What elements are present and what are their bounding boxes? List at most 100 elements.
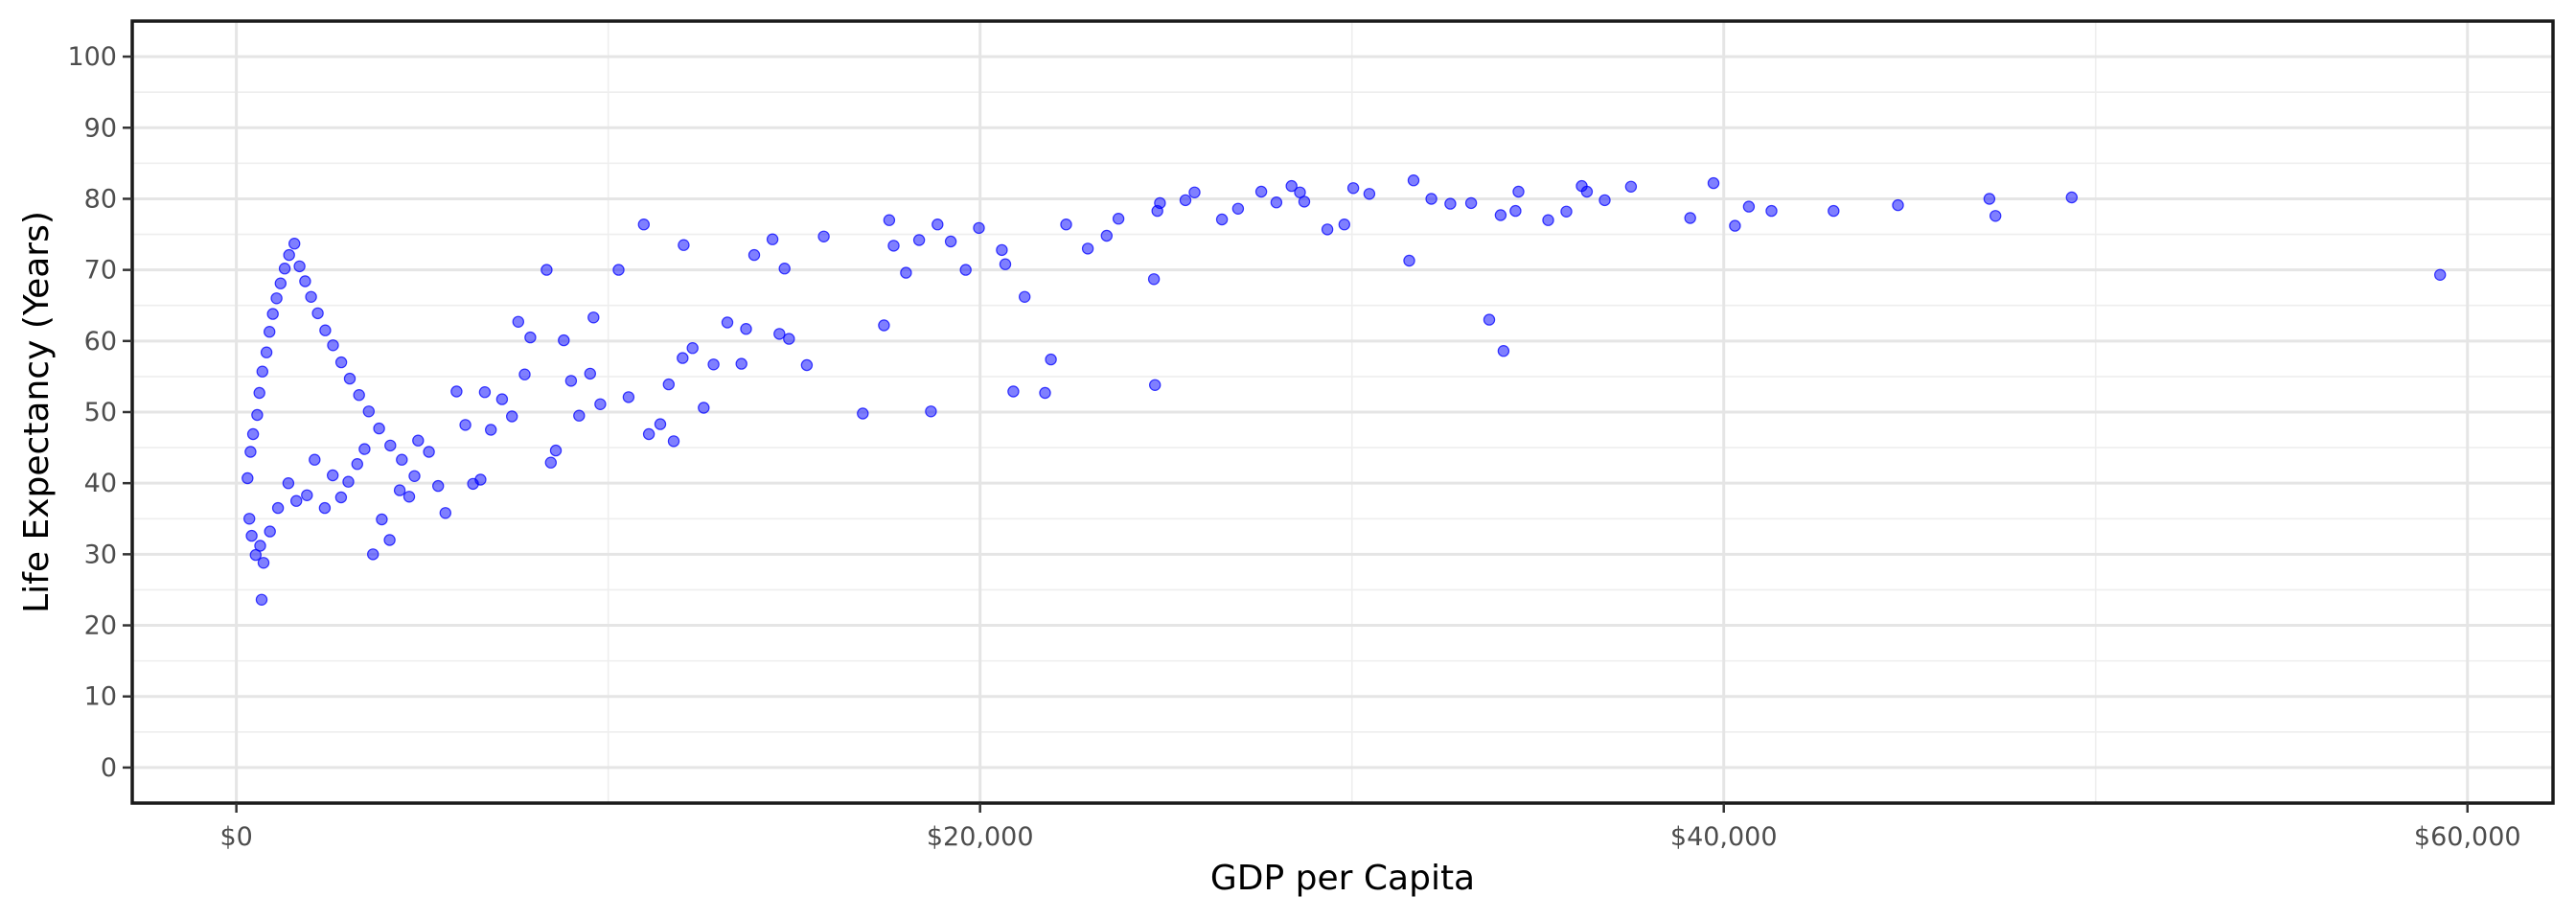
data-point [393, 484, 406, 496]
data-point [512, 315, 525, 328]
data-point [925, 405, 937, 418]
data-point [558, 334, 570, 347]
data-point [637, 218, 651, 231]
y-axis-title: Life Expectancy (Years) [17, 211, 57, 613]
data-point [305, 290, 317, 303]
data-point [450, 385, 463, 398]
data-point [1742, 200, 1756, 213]
data-point [878, 319, 890, 332]
data-point [270, 292, 283, 305]
data-point [817, 230, 830, 242]
data-point [1483, 313, 1496, 326]
y-tick-label: 70 [84, 256, 117, 286]
data-point [1707, 176, 1720, 190]
data-point [677, 352, 689, 364]
data-point [1983, 193, 1996, 205]
data-point [353, 389, 365, 402]
data-point [1039, 386, 1051, 400]
data-point [408, 470, 421, 482]
data-point [299, 275, 311, 288]
data-point [1598, 194, 1611, 207]
data-point [612, 264, 625, 276]
data-point [549, 444, 563, 457]
y-tick-label: 100 [67, 42, 117, 72]
data-point [264, 525, 276, 538]
data-point [1494, 209, 1507, 221]
data-point [594, 398, 607, 410]
data-point [1765, 204, 1778, 218]
data-point [358, 443, 371, 455]
data-point [1464, 196, 1478, 210]
data-point [343, 372, 356, 385]
data-point [1729, 219, 1741, 232]
data-point [249, 548, 262, 562]
data-point [1018, 290, 1031, 303]
data-point [622, 391, 635, 403]
data-point [1338, 218, 1351, 231]
data-point [274, 277, 287, 289]
x-tick-label: $0 [219, 822, 252, 852]
data-point [383, 534, 396, 546]
data-point [1060, 218, 1072, 231]
data-point [1294, 186, 1306, 198]
data-point [495, 393, 509, 405]
data-point [293, 260, 306, 273]
data-point [402, 491, 416, 503]
x-tick-label: $20,000 [927, 822, 1034, 852]
data-point [459, 419, 472, 431]
data-point [327, 469, 339, 482]
data-point [1403, 254, 1415, 267]
grid-lines [132, 21, 2553, 803]
data-points [242, 173, 2447, 607]
data-point [707, 358, 720, 371]
data-point [959, 264, 972, 276]
data-point [740, 323, 752, 335]
data-point [342, 475, 355, 488]
data-point [748, 248, 761, 262]
data-point [243, 513, 256, 525]
data-point [1151, 204, 1163, 218]
data-point [245, 529, 258, 542]
data-point [857, 407, 869, 420]
data-point [373, 422, 385, 435]
data-point [1148, 379, 1162, 391]
data-point [524, 331, 537, 344]
data-point [367, 548, 380, 561]
data-point [1188, 186, 1201, 198]
data-point [1285, 179, 1298, 193]
data-point [1828, 204, 1840, 218]
data-point [912, 234, 926, 246]
data-point [1254, 185, 1268, 198]
data-point [766, 233, 779, 245]
data-point [1624, 180, 1638, 193]
data-point [257, 557, 270, 569]
data-point [256, 365, 268, 378]
data-point [1684, 212, 1696, 224]
y-tick-label: 10 [84, 682, 117, 712]
data-point [1989, 210, 2002, 222]
y-tick-label: 60 [84, 327, 117, 356]
data-point [260, 346, 273, 358]
data-point [432, 479, 445, 493]
data-point [573, 409, 586, 422]
data-point [1542, 214, 1554, 226]
data-point [1045, 353, 1057, 366]
data-point [412, 434, 425, 447]
data-point [1100, 229, 1114, 242]
data-point [266, 308, 279, 320]
y-tick-label: 20 [84, 611, 117, 641]
data-point [1179, 194, 1192, 207]
data-point [290, 494, 303, 507]
y-tick-label: 0 [101, 753, 117, 783]
data-point [1112, 212, 1125, 225]
data-point [887, 240, 900, 252]
y-axis-ticks: 0 10 20 30 40 50 60 70 80 90 100 [67, 42, 132, 783]
data-point [2065, 191, 2078, 204]
data-point [271, 501, 285, 515]
data-point [944, 235, 957, 248]
data-point [999, 258, 1012, 270]
data-point [1512, 185, 1525, 198]
data-point [334, 491, 348, 504]
data-point [518, 368, 531, 380]
